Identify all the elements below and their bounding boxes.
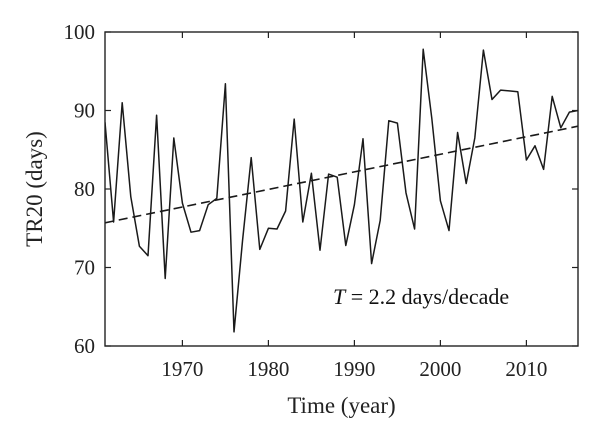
y-axis-title: TR20 (days) <box>22 131 47 247</box>
x-tick-label: 2010 <box>505 357 547 381</box>
trend-annotation: T = 2.2 days/decade <box>333 284 509 309</box>
tr20-series-line <box>105 48 578 333</box>
x-tick-label: 1970 <box>161 357 203 381</box>
y-tick-label: 80 <box>74 177 95 201</box>
trend-annotation-text: = 2.2 days/decade <box>345 284 509 309</box>
y-tick-label: 60 <box>74 334 95 358</box>
trend-annotation-variable: T <box>333 284 347 309</box>
plot-frame <box>104 31 579 347</box>
x-tick-label: 1980 <box>247 357 289 381</box>
x-tick-label: 1990 <box>333 357 375 381</box>
y-tick-label: 70 <box>74 256 95 280</box>
x-tick-label: 2000 <box>419 357 461 381</box>
plot-area <box>105 48 578 333</box>
y-tick-label: 100 <box>64 20 96 44</box>
y-tick-label: 90 <box>74 99 95 123</box>
x-axis-title: Time (year) <box>287 393 395 418</box>
trend-line <box>105 125 578 224</box>
tick-labels: 1970 1980 1990 2000 2010 60 70 80 90 100 <box>64 20 548 381</box>
